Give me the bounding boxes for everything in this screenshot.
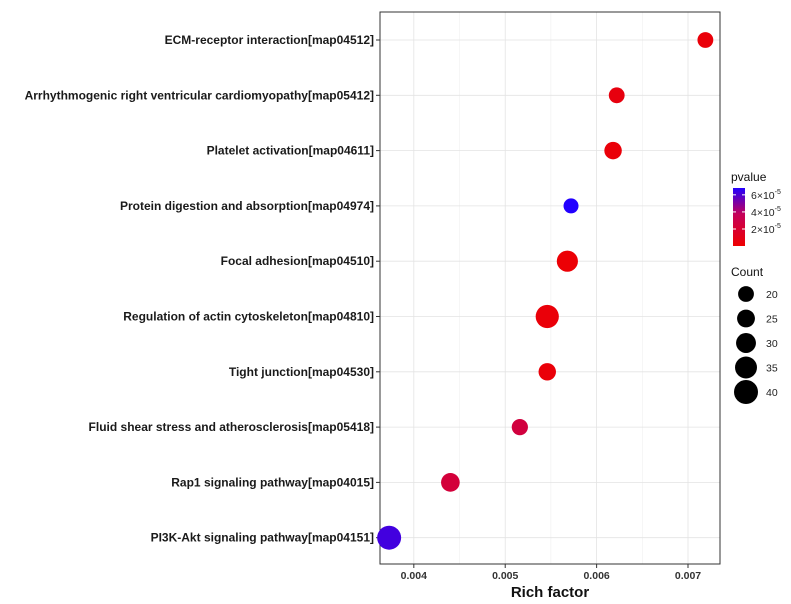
data-point: [511, 418, 528, 436]
count-legend-circle: [738, 286, 754, 302]
pvalue-legend: pvalue 2×10-5 4×10-5 6×10-5: [731, 170, 781, 246]
data-point: [608, 87, 625, 104]
data-point: [535, 304, 559, 329]
pvalue-tick-label: 4×10-5: [751, 206, 781, 219]
y-tick-label: Arrhythmogenic right ventricular cardiom…: [25, 88, 374, 102]
x-axis-title: Rich factor: [511, 584, 590, 601]
x-tick-label: 0.007: [675, 570, 701, 582]
count-legend-label: 20: [766, 289, 778, 301]
pvalue-tick-label: 2×10-5: [751, 223, 781, 236]
y-tick-label: Fluid shear stress and atherosclerosis[m…: [89, 420, 374, 434]
count-legend-items: 20 25 30 35 40: [734, 286, 778, 404]
data-point: [441, 473, 460, 492]
count-legend-label: 35: [766, 363, 778, 375]
pvalue-legend-ticks: 2×10-5 4×10-5 6×10-5: [733, 189, 781, 236]
y-tick-label: Rap1 signaling pathway[map04015]: [171, 475, 374, 489]
data-point: [604, 141, 622, 160]
count-legend-label: 30: [766, 338, 778, 350]
x-tick-label: 0.004: [401, 570, 427, 582]
count-legend-label: 40: [766, 387, 778, 399]
count-legend-circle: [736, 333, 756, 353]
data-point: [556, 250, 578, 272]
count-legend-circle: [737, 309, 755, 328]
plot-panel: [379, 11, 721, 565]
y-tick-label: Protein digestion and absorption[map0497…: [120, 199, 374, 213]
x-tick-label: 0.006: [583, 570, 609, 582]
count-legend-label: 25: [766, 314, 778, 326]
x-tick-label: 0.005: [492, 570, 518, 582]
data-point: [697, 32, 714, 48]
data-point: [563, 198, 579, 214]
y-tick-label: ECM-receptor interaction[map04512]: [165, 33, 374, 47]
data-points: [377, 32, 714, 550]
y-axis-labels: ECM-receptor interaction[map04512] Arrhyt…: [25, 33, 380, 545]
x-axis-ticks: 0.004 0.005 0.006 0.007: [401, 564, 701, 582]
pvalue-tick-label: 6×10-5: [751, 189, 781, 202]
count-legend-circle: [734, 380, 758, 404]
y-tick-label: PI3K-Akt signaling pathway[map04151]: [151, 531, 374, 545]
data-point: [377, 525, 402, 550]
count-legend-title: Count: [731, 265, 764, 279]
y-tick-label: Focal adhesion[map04510]: [221, 254, 374, 268]
y-tick-label: Regulation of actin cytoskeleton[map0481…: [123, 310, 374, 324]
count-legend-circle: [735, 356, 757, 379]
data-point: [538, 363, 556, 381]
gridlines: [380, 12, 720, 564]
pvalue-legend-title: pvalue: [731, 170, 767, 184]
y-tick-label: Tight junction[map04530]: [229, 365, 374, 379]
count-legend: Count 20 25 30 35 40: [731, 265, 778, 404]
y-tick-label: Platelet activation[map04611]: [207, 144, 374, 158]
pvalue-colorbar: [733, 188, 745, 246]
